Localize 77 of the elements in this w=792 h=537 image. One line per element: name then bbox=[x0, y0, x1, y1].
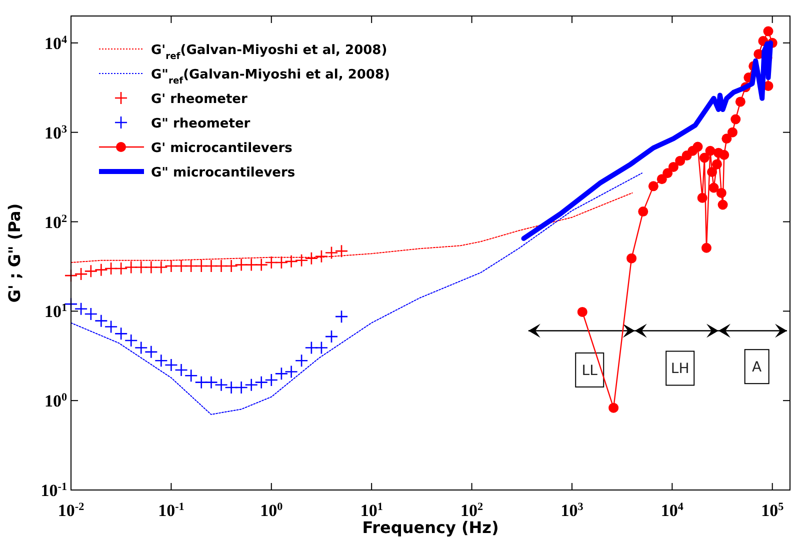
legend-label: G' microcantilevers bbox=[151, 141, 293, 156]
point bbox=[304, 341, 318, 354]
point bbox=[134, 260, 148, 274]
point bbox=[174, 259, 188, 273]
legend-label: G" rheometer bbox=[151, 116, 251, 132]
point bbox=[284, 254, 298, 268]
point bbox=[264, 373, 278, 387]
point bbox=[324, 246, 338, 260]
point bbox=[124, 334, 138, 348]
x-tick-label: 10$^{3}$ bbox=[560, 501, 584, 520]
point bbox=[314, 341, 328, 354]
point bbox=[174, 363, 188, 377]
point bbox=[94, 263, 108, 276]
point bbox=[74, 267, 88, 281]
point bbox=[94, 314, 108, 328]
point bbox=[304, 252, 318, 265]
x-tick-label: 10$^{2}$ bbox=[460, 501, 484, 520]
point bbox=[254, 376, 268, 389]
point bbox=[144, 260, 158, 274]
point bbox=[164, 259, 178, 273]
legend-label: G"$_{ref}$(Galvan-Miyoshi et al, 2008) bbox=[151, 68, 390, 86]
point bbox=[114, 327, 128, 340]
y-tick-label: 10$^{3}$ bbox=[44, 123, 68, 142]
point bbox=[334, 244, 348, 258]
x-tick-label: 10$^{4}$ bbox=[660, 501, 684, 520]
annotation: LL bbox=[582, 362, 598, 379]
point bbox=[204, 376, 218, 389]
point bbox=[114, 262, 128, 276]
annotation: LH bbox=[670, 361, 690, 378]
point bbox=[144, 345, 158, 359]
point bbox=[104, 320, 118, 334]
legend-label: G" microcantilevers bbox=[151, 166, 296, 180]
point bbox=[184, 259, 198, 273]
annotation: A bbox=[752, 360, 762, 376]
point bbox=[84, 307, 98, 321]
point bbox=[104, 262, 118, 276]
y-tick-label: 10$^{1}$ bbox=[44, 302, 67, 322]
point bbox=[274, 256, 288, 270]
point bbox=[154, 260, 168, 274]
point bbox=[214, 259, 228, 273]
point bbox=[294, 254, 308, 268]
legend-label: G' rheometer bbox=[151, 92, 248, 107]
point bbox=[184, 369, 198, 382]
x-tick-label: 10$^{0}$ bbox=[260, 501, 284, 520]
y-axis-title: G' ; G" (Pa) bbox=[5, 203, 24, 303]
point bbox=[234, 380, 248, 394]
point bbox=[74, 302, 88, 316]
point bbox=[164, 358, 178, 372]
y-tick-label: 10$^{2}$ bbox=[44, 212, 68, 232]
point bbox=[264, 256, 278, 270]
y-tick-label: 10$^{4}$ bbox=[44, 34, 68, 53]
x-axis-title: Frequency (Hz) bbox=[362, 518, 499, 537]
point bbox=[204, 259, 218, 273]
point bbox=[224, 259, 238, 273]
point bbox=[284, 365, 298, 378]
point bbox=[84, 264, 98, 278]
point bbox=[244, 378, 258, 392]
point bbox=[224, 380, 238, 394]
y-tick-label: 10$^{-1}$ bbox=[40, 481, 67, 500]
legend-label: G'$_{ref}$(Galvan-Miyoshi et al, 2008) bbox=[151, 43, 388, 62]
point bbox=[274, 367, 288, 380]
point bbox=[234, 258, 248, 272]
point bbox=[334, 310, 348, 324]
point bbox=[254, 258, 268, 272]
x-tick-label: 10$^{-1}$ bbox=[158, 501, 184, 520]
x-tick-label: 10$^{-2}$ bbox=[58, 501, 85, 520]
x-tick-label: 10$^{1}$ bbox=[360, 501, 383, 520]
point bbox=[314, 250, 328, 264]
point bbox=[294, 354, 308, 368]
point bbox=[214, 378, 228, 392]
x-tick-label: 10$^{5}$ bbox=[761, 501, 784, 520]
point bbox=[244, 258, 258, 272]
point bbox=[324, 330, 338, 344]
point bbox=[134, 341, 148, 354]
point bbox=[154, 354, 168, 368]
point bbox=[124, 260, 138, 274]
y-tick-label: 10$^{0}$ bbox=[44, 392, 68, 411]
